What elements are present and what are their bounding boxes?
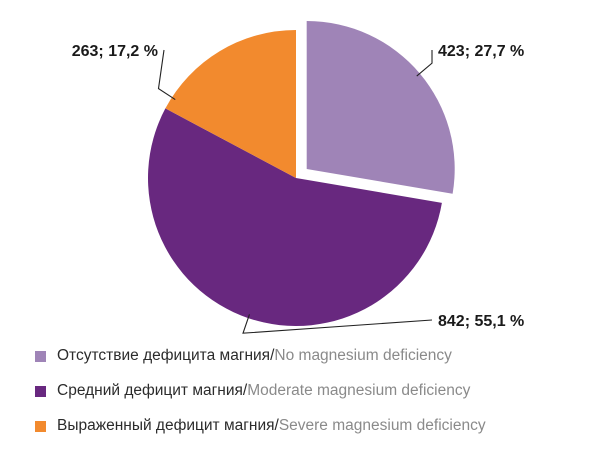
legend-swatch-no-deficiency: [35, 350, 46, 362]
pie-slice-no-deficiency: [306, 20, 455, 194]
leader-lines: [157, 49, 433, 334]
legend-label-en: No magnesium deficiency: [274, 347, 452, 364]
legend-label-ru: Средний дефицит магния: [57, 382, 243, 399]
slice-labels: 423; 27,7 % 842; 55,1 % 263; 17,2 %: [72, 43, 525, 330]
leader-line-moderate-deficiency: [242, 314, 433, 334]
legend-separator: /: [274, 417, 279, 434]
legend-item-no-deficiency: Отсутствие дефицита магния / No magnesiu…: [35, 346, 486, 366]
legend-swatch-severe-deficiency: [35, 420, 46, 432]
legend-swatch-moderate-deficiency: [35, 385, 46, 397]
legend-label-ru: Отсутствие дефицита магния: [57, 347, 271, 364]
slice-label-severe-deficiency: 263; 17,2 %: [72, 43, 158, 60]
slice-label-moderate-deficiency: 842; 55,1 %: [438, 313, 524, 330]
leader-line-no-deficiency: [416, 49, 433, 77]
legend-separator: /: [242, 382, 248, 399]
legend-item-moderate-deficiency: Средний дефицит магния / Moderate magnes…: [35, 381, 486, 401]
leader-line-severe-deficiency: [157, 49, 176, 100]
pie-chart: 423; 27,7 % 842; 55,1 % 263; 17,2 %: [72, 20, 525, 334]
legend-separator: /: [270, 347, 275, 364]
slice-label-no-deficiency: 423; 27,7 %: [438, 43, 524, 60]
legend-label-ru: Выраженный дефицит магния: [57, 417, 275, 434]
legend-label-en: Severe magnesium deficiency: [278, 417, 486, 434]
pie-slice-severe-deficiency: [165, 29, 296, 178]
legend-item-severe-deficiency: Выраженный дефицит магния / Severe magne…: [35, 416, 486, 436]
legend: Отсутствие дефицита магния / No magnesiu…: [35, 346, 486, 451]
pie-slices: [147, 20, 455, 327]
pie-slice-moderate-deficiency: [147, 108, 442, 327]
legend-label-en: Moderate magnesium deficiency: [247, 382, 471, 399]
